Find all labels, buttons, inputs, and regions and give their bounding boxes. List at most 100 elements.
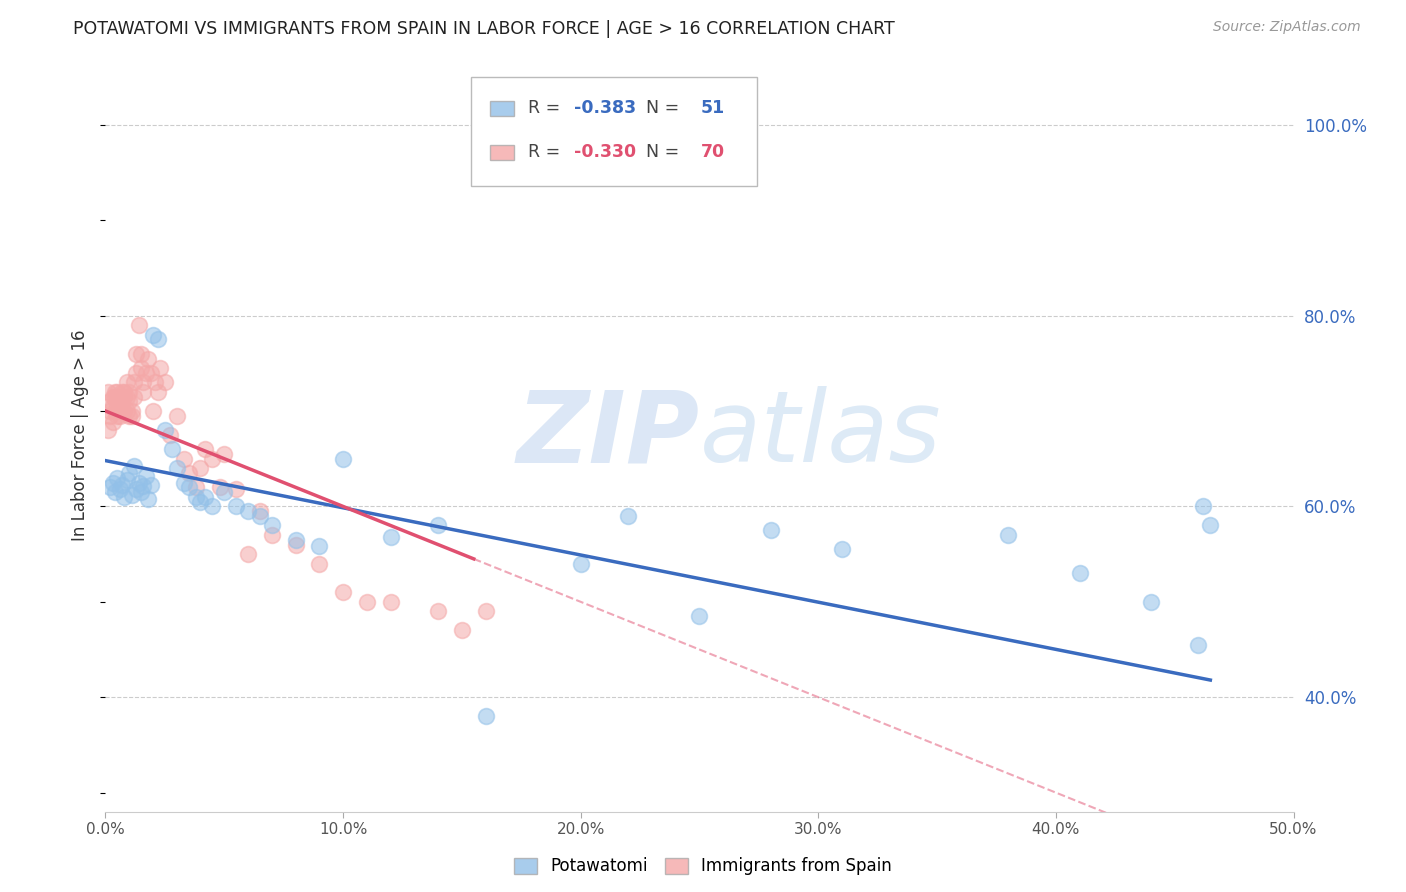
Text: R =: R = (529, 144, 567, 161)
Y-axis label: In Labor Force | Age > 16: In Labor Force | Age > 16 (72, 329, 90, 541)
Point (114, 490, 136, 504)
Point (146, 384, 169, 399)
Point (129, 361, 152, 376)
Point (132, 479, 155, 493)
Point (184, 480, 207, 494)
Point (166, 409, 188, 423)
Point (97, 384, 120, 399)
Point (114, 384, 136, 399)
Point (111, 478, 134, 492)
Point (308, 557, 330, 571)
Point (236, 504, 259, 518)
Point (128, 318, 150, 332)
Bar (471, 77, 756, 186)
Text: Source: ZipAtlas.com: Source: ZipAtlas.com (1213, 20, 1361, 34)
Point (308, 540, 330, 554)
Point (153, 376, 176, 390)
Point (98, 394, 121, 409)
Point (104, 384, 127, 399)
Text: N =: N = (636, 144, 685, 161)
Legend: Potawatomi, Immigrants from Spain: Potawatomi, Immigrants from Spain (508, 851, 898, 882)
Point (177, 480, 200, 494)
Point (121, 488, 143, 502)
Point (105, 384, 128, 399)
Point (356, 595, 378, 609)
Point (135, 366, 157, 380)
Point (115, 390, 138, 404)
Point (125, 482, 148, 496)
Point (98, 409, 121, 423)
Point (617, 508, 640, 523)
Point (249, 504, 271, 518)
Point (105, 394, 128, 409)
Point (569, 557, 592, 571)
Point (260, 528, 283, 542)
Point (427, 518, 450, 533)
Point (689, 609, 711, 624)
Point (111, 384, 134, 399)
Text: 51: 51 (700, 100, 725, 118)
Text: -0.383: -0.383 (574, 100, 636, 118)
Point (214, 485, 236, 500)
Point (142, 404, 165, 418)
Point (132, 384, 155, 399)
Point (194, 442, 217, 457)
Point (108, 409, 131, 423)
Text: ZIP: ZIP (516, 386, 700, 483)
Point (97, 423, 120, 437)
Point (153, 423, 176, 437)
Text: -0.330: -0.330 (574, 144, 636, 161)
Point (759, 523, 782, 537)
Text: POTAWATOMI VS IMMIGRANTS FROM SPAIN IN LABOR FORCE | AGE > 16 CORRELATION CHART: POTAWATOMI VS IMMIGRANTS FROM SPAIN IN L… (73, 20, 894, 37)
Point (146, 333, 169, 347)
Point (111, 390, 134, 404)
Point (114, 404, 136, 418)
Text: 70: 70 (700, 144, 725, 161)
Point (105, 471, 128, 485)
Point (115, 473, 138, 487)
Point (190, 494, 212, 508)
Point (225, 500, 247, 514)
Point (332, 451, 354, 466)
Point (118, 409, 141, 423)
Point (121, 409, 143, 423)
Point (173, 451, 195, 466)
Point (98, 404, 121, 418)
Point (149, 361, 172, 376)
Point (121, 404, 143, 418)
Point (125, 366, 148, 380)
Point (190, 461, 212, 475)
Point (214, 447, 236, 461)
Point (142, 327, 165, 342)
Point (184, 490, 207, 504)
Point (380, 530, 402, 544)
Point (177, 466, 200, 480)
Point (474, 709, 496, 723)
Point (105, 409, 128, 423)
Point (108, 390, 131, 404)
Point (111, 404, 134, 418)
Point (101, 399, 124, 413)
Point (104, 390, 127, 404)
Point (1187, 638, 1209, 652)
Point (101, 475, 124, 490)
Point (1140, 595, 1163, 609)
Point (159, 428, 181, 442)
Point (101, 416, 124, 430)
Point (129, 485, 152, 500)
Point (101, 390, 124, 404)
Point (236, 547, 259, 561)
Point (194, 490, 217, 504)
Point (1069, 566, 1091, 581)
Point (122, 390, 145, 404)
Point (380, 595, 402, 609)
Point (284, 538, 307, 552)
Bar (491, 145, 515, 160)
Point (125, 347, 148, 361)
Point (166, 461, 188, 475)
Point (114, 390, 136, 404)
Point (108, 482, 131, 496)
Point (143, 376, 166, 390)
Point (1199, 518, 1222, 533)
Point (249, 508, 271, 523)
